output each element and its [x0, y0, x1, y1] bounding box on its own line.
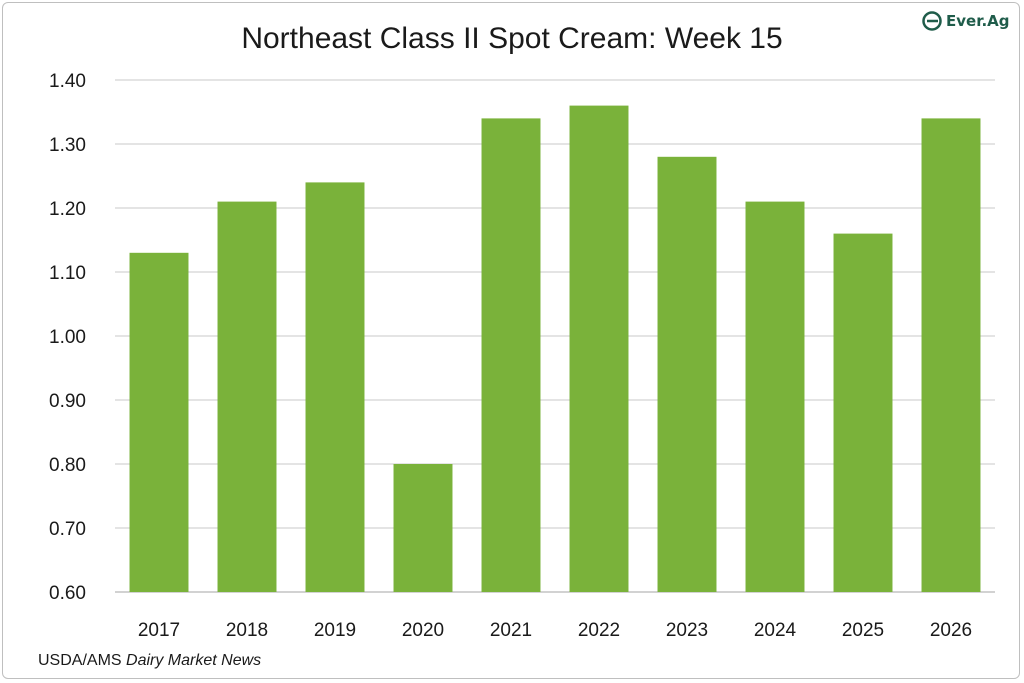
bar-2019 — [305, 182, 365, 592]
bar-2021 — [481, 118, 541, 593]
logo-text: Ever.Ag — [946, 12, 1010, 30]
x-tick-label: 2019 — [314, 620, 356, 641]
bars — [129, 105, 981, 593]
x-tick-label: 2026 — [930, 620, 972, 641]
x-tick-label: 2017 — [138, 620, 180, 641]
source-publication: Dairy Market News — [126, 652, 262, 669]
y-tick-label: 1.20 — [49, 199, 86, 220]
x-tick-label: 2025 — [842, 620, 884, 641]
bar-2020 — [393, 464, 453, 592]
x-tick-label: 2023 — [666, 620, 708, 641]
source-note: USDA/AMS Dairy Market News — [38, 652, 261, 670]
bar-2024 — [745, 201, 805, 592]
bar-2025 — [833, 233, 893, 592]
ever-ag-logo-icon — [922, 11, 942, 31]
x-axis-labels: 2017 2018 2019 2020 2021 2022 2023 2024 2025 2026 — [138, 620, 972, 641]
y-tick-label: 0.90 — [49, 391, 86, 412]
bar-2022 — [569, 105, 629, 592]
bar-2023 — [657, 156, 717, 593]
y-tick-label: 1.40 — [49, 71, 86, 92]
x-tick-label: 2021 — [490, 620, 532, 641]
y-tick-label: 1.10 — [49, 263, 86, 284]
y-tick-label: 0.80 — [49, 455, 86, 476]
y-tick-label: 1.00 — [49, 327, 86, 348]
x-tick-label: 2024 — [754, 620, 797, 641]
y-axis-labels: 0.60 0.70 0.80 0.90 1.00 1.10 1.20 1.30 1.40 — [49, 71, 86, 604]
y-tick-label: 0.70 — [49, 519, 86, 540]
source-prefix: USDA/AMS — [38, 652, 127, 669]
chart-title: Northeast Class II Spot Cream: Week 15 — [241, 22, 783, 55]
bar-2018 — [217, 201, 277, 592]
y-tick-label: 1.30 — [49, 135, 86, 156]
x-tick-label: 2020 — [402, 620, 444, 641]
x-tick-label: 2018 — [226, 620, 268, 641]
y-tick-label: 0.60 — [49, 583, 86, 604]
bar-2026 — [921, 118, 981, 593]
ever-ag-logo: Ever.Ag — [922, 11, 1010, 31]
x-tick-label: 2022 — [578, 620, 620, 641]
bar-2017 — [129, 252, 189, 593]
